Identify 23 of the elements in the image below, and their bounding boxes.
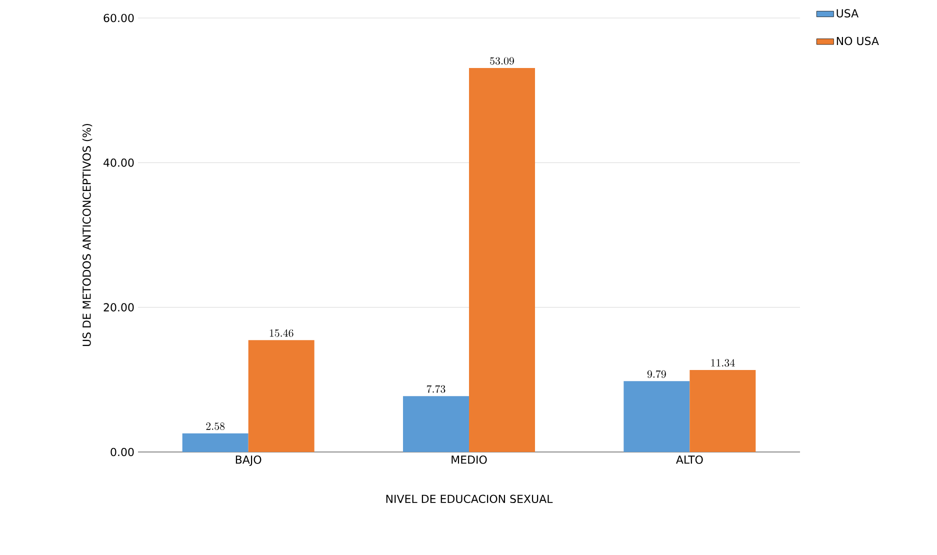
- bar: [469, 68, 536, 452]
- y-tick-label: 60.00: [104, 14, 134, 22]
- legend-label: NO USA: [836, 36, 879, 46]
- bar: [248, 340, 314, 452]
- data-label: 2.58: [206, 422, 225, 430]
- bar: [182, 433, 248, 452]
- data-label: 53.09: [490, 57, 514, 65]
- bar: [403, 396, 470, 452]
- y-tick-label: 40.00: [104, 158, 134, 167]
- y-tick-label: 0.00: [110, 448, 134, 456]
- y-axis-title: US DE METODOS ANTICONCEPTIVOS (%): [82, 124, 92, 346]
- data-label: 11 .34: [711, 359, 735, 367]
- data-label: 7.73: [426, 385, 446, 393]
- y-tick-label: 20.00: [104, 303, 134, 312]
- legend-label: USA: [836, 9, 859, 18]
- bar: [624, 381, 690, 452]
- data-label: 15.46: [270, 329, 294, 337]
- x-tick-label: BAJO: [236, 456, 262, 466]
- x-tick-label: MEDIO: [452, 456, 487, 464]
- bar: [690, 370, 756, 452]
- data-label: 9.79: [647, 370, 666, 378]
- x-axis-title: NIVEL DE EDUCACION SEXUAL: [386, 494, 553, 504]
- x-tick-label: ALTO: [676, 456, 703, 464]
